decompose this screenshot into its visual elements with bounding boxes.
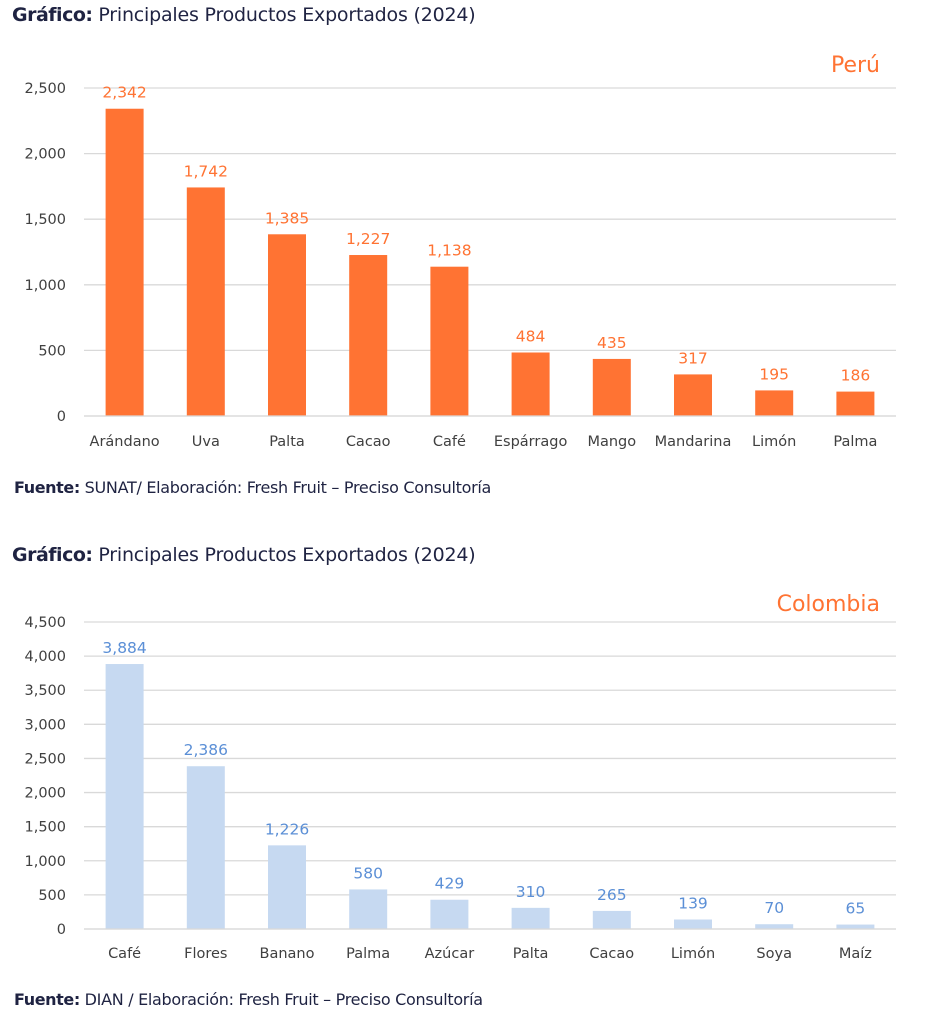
data-label: 1,138 [427, 242, 471, 260]
x-tick-label: Mango [587, 434, 636, 450]
x-tick-label: Azúcar [425, 946, 475, 962]
y-tick-label: 3,000 [24, 717, 66, 733]
y-tick-label: 2,500 [24, 81, 66, 97]
x-tick-label: Flores [184, 946, 227, 962]
chart-1-caption: Gráfico: Principales Productos Exportado… [12, 4, 476, 26]
y-tick-label: 3,500 [24, 683, 66, 699]
chart-2-caption: Gráfico: Principales Productos Exportado… [12, 544, 476, 566]
x-tick-label: Uva [192, 434, 220, 450]
bar [836, 924, 875, 929]
source-label: Fuente: [14, 990, 80, 1009]
country-annotation: Perú [831, 53, 880, 78]
data-label: 1,227 [346, 230, 390, 248]
data-label: 1,226 [265, 820, 309, 838]
x-tick-label: Espárrago [494, 434, 568, 450]
y-tick-label: 2,000 [24, 147, 66, 163]
y-tick-label: 1,500 [24, 820, 66, 836]
data-label: 195 [759, 365, 789, 383]
data-label: 310 [516, 883, 546, 901]
bar [186, 766, 225, 929]
bar [674, 374, 712, 416]
data-label: 1,742 [184, 162, 228, 180]
bar [105, 664, 144, 929]
y-tick-label: 1,000 [24, 278, 66, 294]
y-tick-label: 0 [57, 409, 66, 425]
bar [592, 910, 631, 929]
bar [268, 845, 306, 929]
bar [430, 899, 469, 929]
x-tick-label: Soya [756, 946, 792, 962]
source-label: Fuente: [14, 478, 80, 497]
bar [105, 108, 144, 416]
bar [349, 255, 388, 416]
data-label: 265 [597, 886, 627, 904]
bar [674, 919, 712, 929]
source-text: DIAN / Elaboración: Fresh Fruit – Precis… [79, 990, 483, 1009]
bar [430, 266, 469, 416]
data-label: 317 [678, 349, 708, 367]
x-tick-label: Limón [752, 434, 796, 450]
caption-text: Principales Productos Exportados (2024) [92, 4, 476, 26]
chart-peru: 0 500 1,000 1,500 2,000 2,500 Perú 2,342 Arándan… [24, 53, 896, 450]
caption-label: Gráfico: [12, 4, 93, 26]
caption-label: Gráfico: [12, 544, 93, 566]
data-label: 580 [353, 864, 383, 882]
bar [592, 358, 631, 416]
x-tick-label: Palta [513, 946, 549, 962]
country-annotation: Colombia [777, 592, 880, 617]
x-tick-label: Palma [346, 946, 390, 962]
x-tick-label: Arándano [90, 434, 160, 450]
data-label: 2,386 [184, 741, 228, 759]
data-label: 484 [516, 327, 546, 345]
data-label: 1,385 [265, 209, 309, 227]
x-tick-label: Cacao [589, 946, 634, 962]
y-tick-label: 2,000 [24, 786, 66, 802]
caption-text: Principales Productos Exportados (2024) [92, 544, 476, 566]
data-label: 139 [678, 895, 708, 913]
x-tick-label: Mandarina [655, 434, 732, 450]
bar [268, 234, 306, 416]
bar [836, 391, 875, 416]
data-label: 186 [841, 367, 871, 385]
y-tick-label: 4,000 [24, 649, 66, 665]
data-label: 429 [435, 875, 465, 893]
x-tick-label: Banano [260, 946, 315, 962]
bar [755, 390, 794, 416]
y-tick-label: 500 [38, 343, 66, 359]
bar [349, 889, 388, 929]
bar [511, 907, 550, 929]
chart-2-source: Fuente: DIAN / Elaboración: Fresh Fruit … [14, 990, 483, 1009]
y-tick-label: 500 [38, 888, 66, 904]
chart-colombia: 0 500 1,000 1,500 2,000 2,500 3,000 3,500 4,000 4… [24, 592, 896, 962]
y-tick-label: 1,000 [24, 854, 66, 870]
bar [511, 352, 550, 416]
data-label: 70 [764, 899, 784, 917]
data-label: 435 [597, 334, 627, 352]
data-label: 65 [846, 900, 866, 918]
x-tick-label: Maíz [839, 946, 872, 962]
x-tick-label: Palma [833, 434, 877, 450]
y-tick-label: 2,500 [24, 751, 66, 767]
data-label: 3,884 [102, 639, 146, 657]
chart-1-source: Fuente: SUNAT/ Elaboración: Fresh Fruit … [14, 478, 491, 497]
y-tick-label: 0 [57, 922, 66, 938]
data-label: 2,342 [102, 84, 146, 102]
y-tick-label: 1,500 [24, 212, 66, 228]
bar [186, 187, 225, 416]
x-tick-label: Café [433, 434, 466, 450]
source-text: SUNAT/ Elaboración: Fresh Fruit – Precis… [79, 478, 492, 497]
x-tick-label: Café [108, 946, 141, 962]
y-tick-label: 4,500 [24, 615, 66, 631]
bar [755, 924, 794, 929]
x-tick-label: Palta [269, 434, 305, 450]
x-tick-label: Cacao [346, 434, 391, 450]
x-tick-label: Limón [671, 946, 715, 962]
